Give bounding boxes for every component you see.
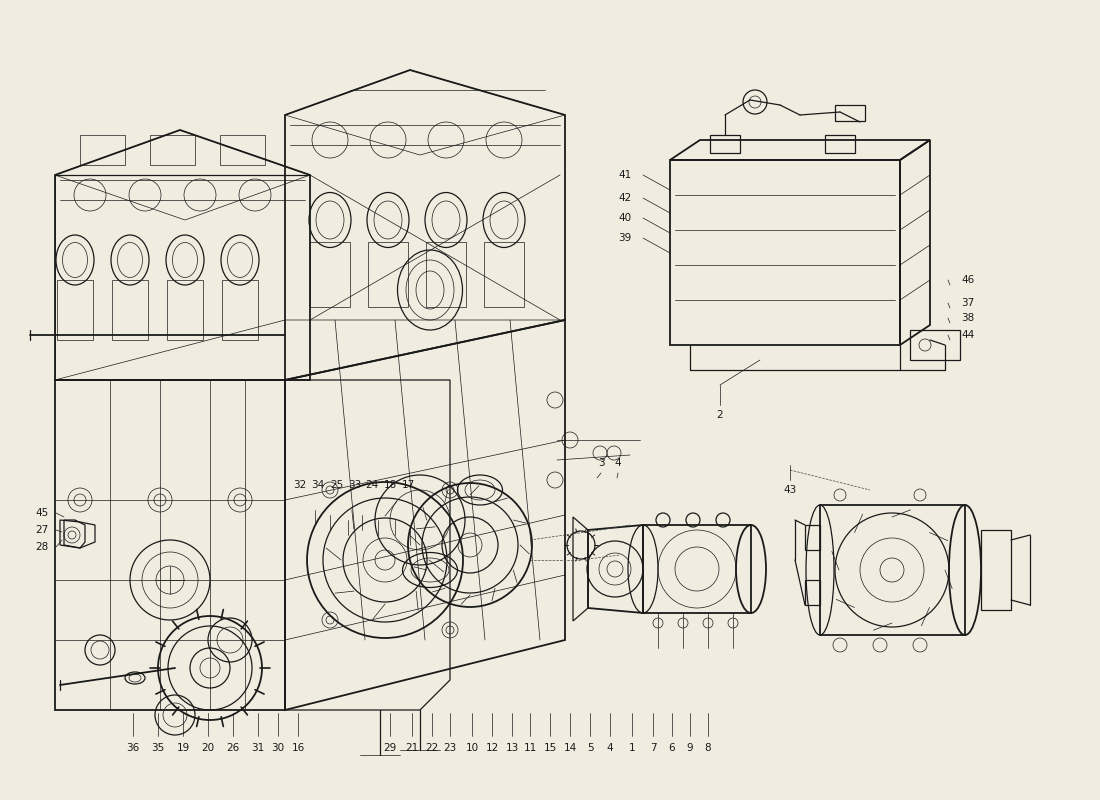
Text: 8: 8 <box>705 743 712 753</box>
Text: 29: 29 <box>384 743 397 753</box>
Bar <box>835 105 865 121</box>
Text: 20: 20 <box>201 743 214 753</box>
Text: 18: 18 <box>384 480 397 490</box>
Text: 9: 9 <box>686 743 693 753</box>
Text: 45: 45 <box>35 508 48 518</box>
Text: 30: 30 <box>272 743 285 753</box>
Text: 43: 43 <box>783 485 796 495</box>
Bar <box>112 280 148 340</box>
Bar <box>80 135 125 165</box>
Text: 1: 1 <box>629 743 636 753</box>
Text: 28: 28 <box>35 542 48 552</box>
Text: 15: 15 <box>543 743 557 753</box>
Bar <box>484 242 524 307</box>
Text: 3: 3 <box>597 458 604 468</box>
Text: 40: 40 <box>618 213 631 223</box>
Text: 42: 42 <box>618 193 631 203</box>
Text: 21: 21 <box>406 743 419 753</box>
Bar <box>825 135 855 153</box>
Text: 12: 12 <box>485 743 498 753</box>
Bar <box>426 242 466 307</box>
Text: 16: 16 <box>292 743 305 753</box>
Bar <box>150 135 195 165</box>
Text: 34: 34 <box>311 480 324 490</box>
Text: 27: 27 <box>35 525 48 535</box>
Text: 13: 13 <box>505 743 518 753</box>
Text: 26: 26 <box>227 743 240 753</box>
Bar <box>222 280 258 340</box>
Bar <box>220 135 265 165</box>
Text: 5: 5 <box>586 743 593 753</box>
Bar <box>710 135 740 153</box>
Bar <box>644 525 751 613</box>
Text: 24: 24 <box>365 480 378 490</box>
Text: 44: 44 <box>961 330 975 340</box>
Bar <box>981 530 1011 610</box>
Text: 11: 11 <box>524 743 537 753</box>
Text: 32: 32 <box>294 480 307 490</box>
Bar <box>670 160 900 345</box>
Text: 17: 17 <box>402 480 415 490</box>
Text: 4: 4 <box>615 458 622 468</box>
Text: 6: 6 <box>669 743 675 753</box>
Bar <box>910 330 960 360</box>
Text: 41: 41 <box>618 170 631 180</box>
Text: 36: 36 <box>126 743 140 753</box>
Text: 2: 2 <box>717 410 724 420</box>
Text: 19: 19 <box>176 743 189 753</box>
Text: 39: 39 <box>618 233 631 243</box>
Bar <box>368 242 408 307</box>
Text: 31: 31 <box>252 743 265 753</box>
Text: 22: 22 <box>426 743 439 753</box>
Bar <box>310 242 350 307</box>
Bar <box>820 505 965 635</box>
Bar <box>167 280 204 340</box>
Text: 38: 38 <box>961 313 975 323</box>
Text: 10: 10 <box>465 743 478 753</box>
Text: 35: 35 <box>152 743 165 753</box>
Bar <box>57 280 94 340</box>
Text: 33: 33 <box>349 480 362 490</box>
Text: 23: 23 <box>443 743 456 753</box>
Text: 7: 7 <box>650 743 657 753</box>
Text: 37: 37 <box>961 298 975 308</box>
Text: 4: 4 <box>607 743 614 753</box>
Text: 46: 46 <box>961 275 975 285</box>
Text: 14: 14 <box>563 743 576 753</box>
Text: 25: 25 <box>330 480 343 490</box>
